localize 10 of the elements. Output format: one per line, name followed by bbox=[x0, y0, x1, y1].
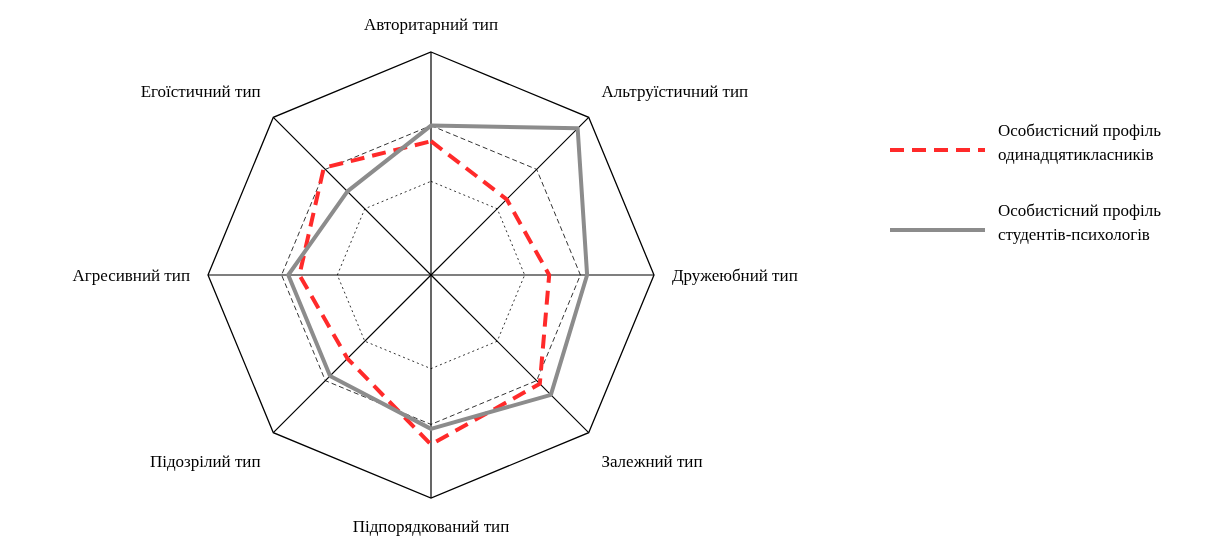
spoke-label: Підозрілий тип bbox=[149, 452, 261, 472]
spoke-label: Альтруїстичний тип bbox=[601, 81, 749, 101]
spoke-label: Авторитарний тип bbox=[363, 15, 499, 34]
text: Особистісний профіль одинадцятикласників bbox=[998, 121, 1162, 164]
text: Особистісний профіль студентів-психологів bbox=[998, 201, 1162, 244]
spoke-label: Підпорядкований тип bbox=[352, 517, 510, 536]
spoke-label: Дружеюбний тип bbox=[672, 266, 798, 285]
spoke-label: Агресивний тип bbox=[72, 266, 190, 285]
spoke-label: Егоїстичний тип bbox=[140, 81, 261, 101]
spoke-label: Залежний тип bbox=[601, 452, 703, 472]
